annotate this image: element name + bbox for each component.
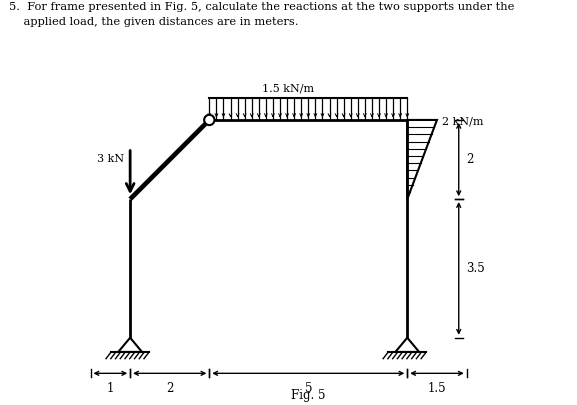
Text: 2: 2	[166, 382, 174, 395]
Text: 3.5: 3.5	[466, 262, 485, 275]
Text: 1: 1	[107, 382, 114, 395]
Text: applied load, the given distances are in meters.: applied load, the given distances are in…	[9, 17, 298, 27]
Text: 1.5: 1.5	[428, 382, 446, 395]
Text: 3 kN: 3 kN	[97, 153, 124, 164]
Text: Fig. 5: Fig. 5	[291, 389, 325, 402]
Text: 1.5 kN/m: 1.5 kN/m	[263, 83, 314, 94]
Circle shape	[204, 115, 215, 125]
Text: 5: 5	[305, 382, 312, 395]
Text: 2: 2	[466, 153, 473, 166]
Text: 2 kN/m: 2 kN/m	[442, 117, 483, 127]
Text: 5.  For frame presented in Fig. 5, calculate the reactions at the two supports u: 5. For frame presented in Fig. 5, calcul…	[9, 2, 514, 12]
